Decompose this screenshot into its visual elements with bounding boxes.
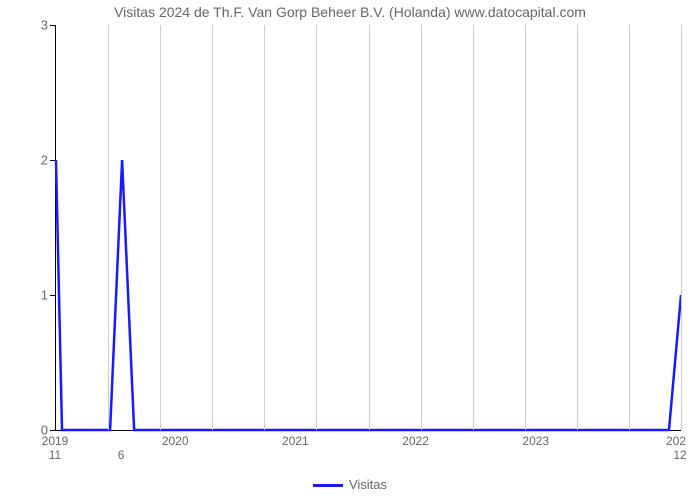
visits-chart: Visitas 2024 de Th.F. Van Gorp Beheer B.… <box>0 0 700 500</box>
data-label: 12 <box>673 448 686 462</box>
y-tick-label: 1 <box>8 288 48 303</box>
gridline <box>212 25 213 430</box>
x-tick-label: 202 <box>666 434 686 448</box>
gridline <box>160 25 161 430</box>
gridline <box>681 25 682 430</box>
gridline <box>421 25 422 430</box>
x-tick-label: 2023 <box>522 434 549 448</box>
data-label: 6 <box>118 448 125 462</box>
plot-area <box>55 25 681 431</box>
data-label: 11 <box>49 448 61 462</box>
gridline <box>577 25 578 430</box>
legend: Visitas <box>0 477 700 492</box>
chart-title: Visitas 2024 de Th.F. Van Gorp Beheer B.… <box>0 4 700 20</box>
gridline <box>473 25 474 430</box>
gridline <box>316 25 317 430</box>
x-tick-label: 2021 <box>282 434 309 448</box>
x-tick-label: 2020 <box>162 434 189 448</box>
gridline <box>629 25 630 430</box>
gridline <box>264 25 265 430</box>
y-tick-label: 3 <box>8 18 48 33</box>
gridline <box>525 25 526 430</box>
y-tick-label: 2 <box>8 153 48 168</box>
gridline <box>369 25 370 430</box>
x-tick-label: 2022 <box>402 434 429 448</box>
legend-swatch <box>313 484 343 487</box>
gridline <box>108 25 109 430</box>
legend-label: Visitas <box>349 477 387 492</box>
x-tick-label: 2019 <box>42 434 69 448</box>
